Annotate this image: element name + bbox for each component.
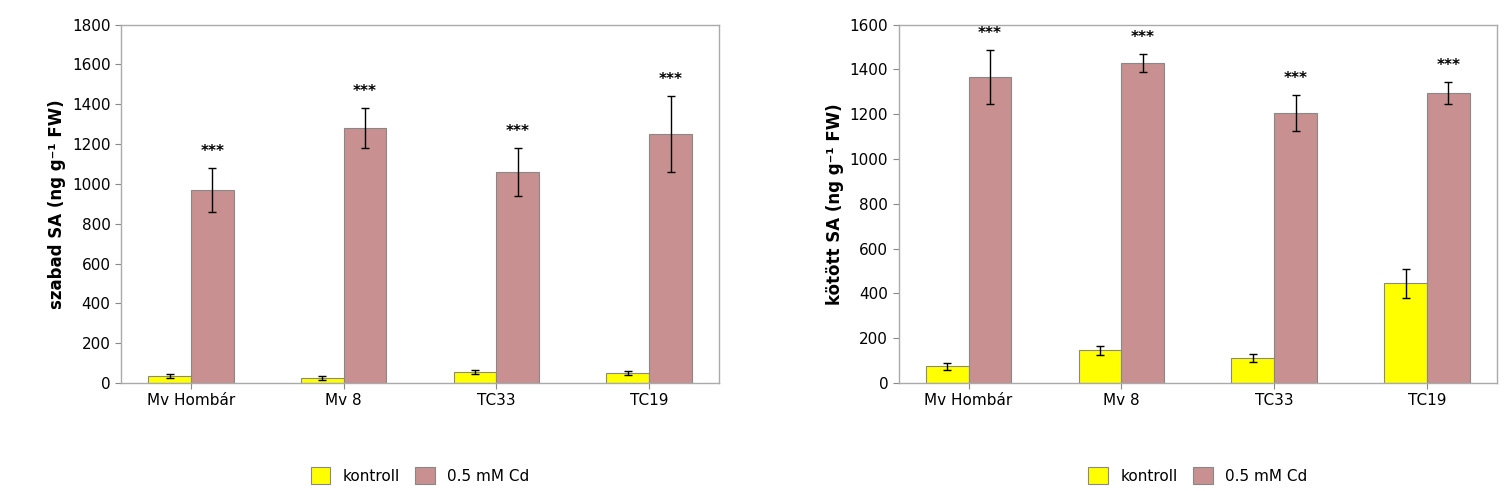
Bar [454,372,496,383]
Bar [925,366,969,383]
Text: ***: *** [1131,30,1155,45]
Text: ***: *** [978,27,1002,41]
Bar [1122,63,1164,383]
Bar [649,134,692,383]
Bar [1427,93,1470,383]
Legend: kontroll, 0.5 mM Cd: kontroll, 0.5 mM Cd [1083,461,1314,490]
Text: ***: *** [1436,58,1461,73]
Bar [496,172,540,383]
Text: ***: *** [354,84,376,99]
Bar [301,378,343,383]
Bar [1231,358,1275,383]
Bar [1078,351,1122,383]
Text: ***: *** [507,124,529,139]
Bar [969,77,1012,383]
Bar [606,373,649,383]
Legend: kontroll, 0.5 mM Cd: kontroll, 0.5 mM Cd [304,461,535,490]
Y-axis label: szabad SA (ng g⁻¹ FW): szabad SA (ng g⁻¹ FW) [48,99,67,308]
Bar [343,128,387,383]
Bar [148,376,191,383]
Bar [191,190,234,383]
Bar [1275,113,1317,383]
Bar [1383,283,1427,383]
Y-axis label: kötött SA (ng g⁻¹ FW): kötött SA (ng g⁻¹ FW) [826,103,844,304]
Text: ***: *** [200,144,224,159]
Text: ***: *** [1284,71,1308,86]
Text: ***: *** [659,72,682,87]
